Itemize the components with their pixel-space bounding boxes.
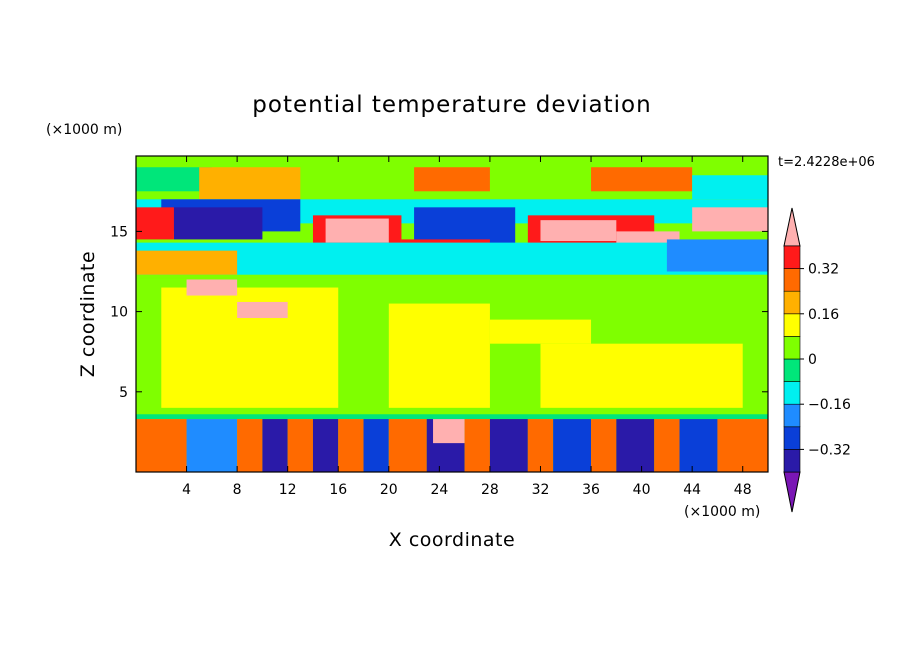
heatmap-region [527, 419, 554, 472]
heatmap-region [654, 419, 680, 472]
x-tick-label: 44 [683, 482, 701, 498]
heatmap-region [312, 419, 339, 472]
heatmap-region [679, 419, 718, 472]
heatmap-region [540, 343, 743, 408]
colorbar-label: −0.16 [808, 397, 851, 413]
y-axis-ticks: 5 10 15 [110, 224, 768, 401]
time-label: t=2.4228e+06 [778, 155, 875, 170]
heatmap-region [540, 220, 617, 242]
heatmap-region [199, 167, 301, 200]
heatmap-region [666, 239, 768, 272]
heatmap-region [692, 175, 768, 200]
heatmap-region [186, 279, 238, 296]
heatmap-region [136, 207, 174, 240]
heatmap-region [237, 301, 288, 319]
heatmap-region [136, 419, 187, 472]
colorbar-bin [783, 313, 801, 337]
colorbar-bin [783, 245, 801, 269]
y-tick-label: 10 [110, 305, 128, 321]
colorbar-extend-low [783, 471, 801, 513]
heatmap-region [136, 414, 768, 420]
colorbar-label: 0.32 [808, 262, 839, 278]
heatmap-region [489, 319, 592, 344]
heatmap-region [591, 419, 617, 472]
colorbar-label: 0 [808, 352, 817, 368]
colorbar-bin [783, 290, 801, 315]
x-tick-label: 48 [734, 482, 752, 498]
chart-title: potential temperature deviation [252, 92, 651, 118]
x-tick-label: 36 [582, 482, 600, 498]
y-tick-label: 5 [119, 385, 128, 401]
heatmap-region [237, 419, 263, 472]
plot-frame [135, 155, 769, 473]
x-tick-label: 32 [532, 482, 550, 498]
heatmap-region [616, 419, 655, 472]
x-tick-label: 12 [279, 482, 297, 498]
colorbar-bin [783, 358, 801, 382]
heatmap-region [262, 419, 288, 472]
colorbar-bin [783, 381, 801, 405]
heatmap-region [692, 207, 768, 232]
x-axis-ticks: 4 8 12 16 20 24 28 32 36 40 44 48 [182, 156, 752, 498]
heatmap-region [388, 419, 427, 472]
heatmap-region [388, 303, 490, 408]
x-tick-label: 40 [633, 482, 651, 498]
colorbar-bin [783, 426, 801, 450]
heatmap-region [338, 419, 364, 472]
heatmap-region [414, 167, 490, 192]
colorbar-bin [783, 268, 801, 292]
heatmap-region [591, 167, 693, 192]
x-tick-label: 16 [329, 482, 347, 498]
heatmap-region [553, 419, 592, 472]
heatmap-region [186, 419, 238, 472]
heatmap-region [136, 250, 238, 275]
x-tick-label: 24 [430, 482, 448, 498]
colorbar-bin [783, 449, 801, 473]
heatmap-region [717, 419, 768, 472]
y-tick-label: 15 [110, 224, 128, 240]
heatmap-regions [136, 156, 768, 472]
heatmap-region [489, 419, 528, 472]
colorbar-label: −0.32 [808, 442, 851, 458]
x-axis-unit: (×1000 m) [684, 504, 760, 520]
y-axis-label: Z coordinate [77, 251, 99, 377]
heatmap-region [173, 207, 263, 240]
heatmap-region [363, 419, 389, 472]
x-tick-label: 8 [233, 482, 242, 498]
heatmap-region [287, 419, 313, 472]
colorbar-bin [783, 403, 801, 428]
heatmap-region [136, 242, 768, 275]
heatmap-region [464, 419, 490, 472]
colorbar-extend-high [783, 207, 801, 247]
x-tick-label: 28 [481, 482, 499, 498]
colorbar-bin [783, 336, 801, 360]
colorbar-label: 0.16 [808, 307, 839, 323]
x-axis-label: X coordinate [389, 529, 515, 551]
y-axis-unit: (×1000 m) [46, 122, 122, 138]
colorbar: 0.32 0.16 0 −0.16 −0.32 [783, 207, 851, 513]
heatmap-region [325, 218, 389, 243]
heatmap-region [433, 419, 465, 444]
x-tick-label: 20 [380, 482, 398, 498]
x-tick-label: 4 [182, 482, 191, 498]
